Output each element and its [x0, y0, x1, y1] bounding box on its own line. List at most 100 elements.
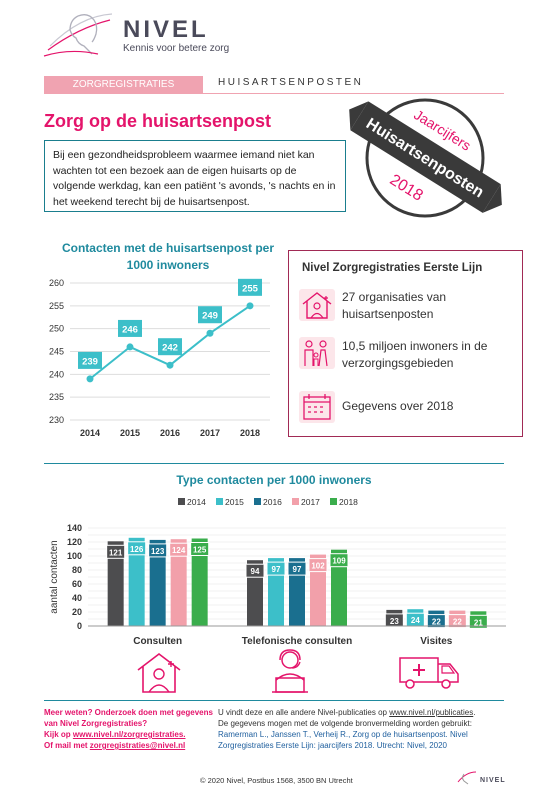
- y-tick-label: 245: [49, 347, 64, 357]
- footer-citation: Ramerman L., Janssen T., Verheij R., Zor…: [218, 730, 468, 750]
- info-title: Nivel Zorgregistraties Eerste Lijn: [302, 262, 483, 274]
- brand-tagline: Kennis voor betere zorg: [123, 43, 230, 54]
- y-tick-label: 140: [67, 523, 82, 533]
- footer-look-prefix: Kijk op: [44, 730, 73, 739]
- legend-swatch: [330, 498, 337, 505]
- info-item-data-year: Gegevens over 2018: [342, 399, 454, 413]
- footer-publications-link[interactable]: www.nivel.nl/publicaties: [389, 708, 474, 717]
- info-box: [288, 250, 523, 437]
- data-label: 255: [242, 283, 259, 294]
- bar: [107, 541, 124, 626]
- footer-left: Meer weten? Onderzoek doen met gegevens …: [44, 707, 214, 751]
- page-title: Zorg op de huisartsenpost: [44, 111, 272, 131]
- nivel-footer-logo-icon: [457, 771, 477, 785]
- telephone-doctor-icon: [272, 649, 308, 693]
- footer-divider: [44, 700, 504, 701]
- footer-registrations-link[interactable]: www.nivel.nl/zorgregistraties.: [72, 730, 186, 739]
- y-tick-label: 120: [67, 537, 82, 547]
- bar-label-box: [169, 542, 189, 557]
- bar-value-label: 123: [151, 547, 165, 556]
- legend-swatch: [254, 498, 261, 505]
- bar-label-box: [468, 614, 488, 629]
- x-tick-label: 2018: [240, 428, 260, 438]
- footer-publications-suffix: .: [473, 708, 476, 717]
- line-chart: 230 235 240 245 250 255 260 2014 2015 2016 2017 201…: [49, 278, 270, 438]
- legend-label: 2017: [301, 497, 320, 507]
- bar-label-box: [106, 544, 126, 559]
- y-tick-label: 255: [49, 301, 64, 311]
- data-label: 242: [162, 343, 178, 354]
- bar-value-label: 102: [311, 562, 325, 571]
- bar: [310, 554, 326, 626]
- bar-value-label: 94: [251, 567, 260, 576]
- y-tick-label: 40: [72, 593, 82, 603]
- x-tick-label: 2014: [80, 428, 100, 438]
- footer-more-info: Meer weten? Onderzoek doen met gegevens …: [44, 708, 213, 728]
- data-label: 246: [122, 324, 138, 335]
- legend-swatch: [178, 498, 185, 505]
- section-divider: [44, 463, 504, 464]
- bar: [170, 539, 187, 626]
- bar-value-label: 126: [130, 545, 144, 554]
- bar-value-label: 23: [390, 617, 399, 626]
- legend-label: 2015: [225, 497, 244, 507]
- footer-mail-link[interactable]: zorgregistraties@nivel.nl: [89, 741, 186, 750]
- y-tick-label: 250: [49, 324, 64, 334]
- category-label: Consulten: [133, 636, 182, 647]
- footer-mail-prefix: Of mail met: [44, 741, 90, 750]
- bar: [149, 539, 166, 626]
- copyright: © 2020 Nivel, Postbus 1568, 3500 BN Utre…: [200, 776, 353, 785]
- y-tick-label: 100: [67, 551, 82, 561]
- house-doctor-icon: [299, 289, 335, 321]
- data-label-box: [118, 319, 142, 337]
- family-icon: [299, 337, 335, 369]
- legend-label: 2016: [263, 497, 282, 507]
- bar-label-box: [266, 561, 286, 576]
- nivel-logo-icon: [43, 13, 113, 57]
- header-section: HUISARTSENPOSTEN: [218, 77, 364, 88]
- data-label-box: [238, 278, 262, 296]
- bar-label-box: [329, 553, 349, 568]
- bar-label-box: [384, 613, 404, 628]
- x-tick-label: 2015: [120, 428, 140, 438]
- category-label: Visites: [420, 636, 452, 647]
- data-point: [166, 361, 174, 369]
- bar-label-box: [190, 542, 210, 556]
- y-axis-label: aantal contacten: [49, 540, 60, 613]
- y-tick-label: 20: [72, 607, 82, 617]
- y-tick-label: 235: [49, 392, 64, 402]
- jaarcijfers-banner: Huisartsenposten Jaarcijfers 2018: [349, 98, 502, 218]
- bar-label-box: [127, 541, 147, 556]
- bar-value-label: 22: [453, 618, 462, 627]
- category-label: Telefonische consulten: [242, 636, 352, 647]
- bar-label-box: [245, 563, 265, 578]
- bar: [331, 549, 347, 626]
- data-point: [206, 329, 214, 337]
- data-point: [86, 375, 94, 383]
- data-label-box: [198, 306, 222, 324]
- house-doctor-icon: [137, 652, 181, 693]
- bar-value-label: 22: [432, 618, 441, 627]
- x-tick-label: 2016: [160, 428, 180, 438]
- footer-right: U vindt deze en alle andere Nivel-public…: [218, 707, 518, 751]
- legend-swatch: [292, 498, 299, 505]
- bar-chart-title: Type contacten per 1000 inwoners: [176, 473, 372, 487]
- info-item-inhabitants: 10,5 miljoen inwoners in de verzorgingsg…: [342, 339, 488, 370]
- data-point: [126, 343, 134, 351]
- legend-swatch: [216, 498, 223, 505]
- y-tick-label: 230: [49, 415, 64, 425]
- bar-label-box: [308, 558, 328, 573]
- x-tick-label: 2017: [200, 428, 220, 438]
- bar: [191, 538, 208, 626]
- footer-citation-note: De gegevens mogen met de volgende bronve…: [218, 719, 472, 728]
- brand-name: NIVEL: [123, 16, 209, 43]
- bar-value-label: 109: [332, 557, 346, 566]
- calendar-icon: [299, 391, 335, 423]
- legend-label: 2014: [187, 497, 206, 507]
- intro-text: Bij een gezondheidsprobleem waarmee iema…: [44, 140, 346, 212]
- bar-value-label: 125: [193, 546, 207, 555]
- header-tag: ZORGREGISTRATIES: [44, 76, 203, 93]
- bar-label-box: [287, 561, 307, 576]
- footer-publications-prefix: U vindt deze en alle andere Nivel-public…: [218, 708, 390, 717]
- bar-value-label: 124: [172, 546, 186, 555]
